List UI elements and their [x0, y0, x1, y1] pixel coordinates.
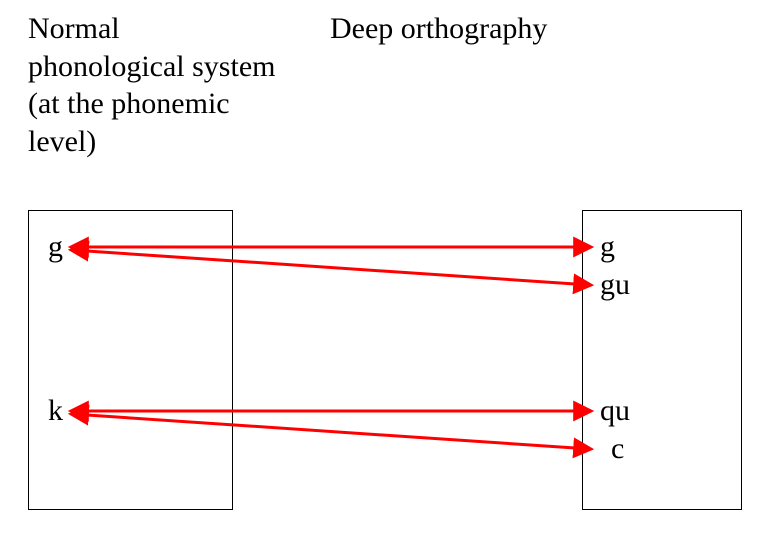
right-label-gu: gu: [600, 266, 630, 304]
diagram-root: Normalphonological system(at the phonemi…: [0, 0, 780, 540]
right-label-c: c: [611, 430, 624, 468]
right-label-g: g: [600, 228, 615, 266]
left-label-g: g: [48, 228, 63, 266]
left-label-k: k: [48, 392, 63, 430]
right-label-qu: qu: [600, 392, 630, 430]
header-left: Normalphonological system(at the phonemi…: [28, 10, 328, 160]
header-right: Deep orthography: [330, 10, 650, 48]
